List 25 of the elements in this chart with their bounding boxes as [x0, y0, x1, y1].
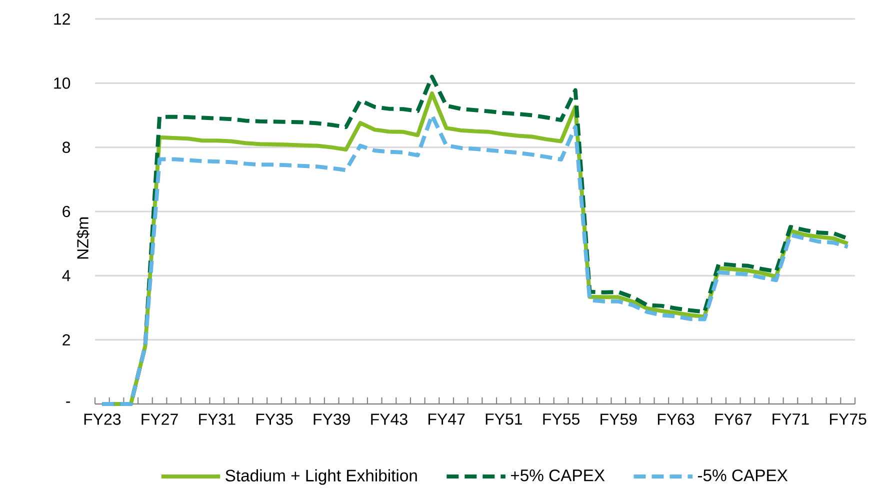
legend-label: -5% CAPEX [698, 469, 788, 482]
y-axis-title: NZ$m [76, 217, 90, 259]
x-tick-label: FY35 [256, 414, 293, 425]
y-tick-label: 8 [62, 142, 70, 153]
x-tick-label: FY27 [142, 414, 178, 425]
legend-label: +5% CAPEX [510, 469, 605, 482]
y-tick-label: 10 [54, 77, 70, 89]
legend-label: Stadium + Light Exhibition [226, 469, 417, 485]
x-tick-label: FY59 [600, 414, 637, 425]
x-tick-label: FY47 [428, 414, 465, 425]
x-tick-label: FY55 [543, 414, 580, 425]
x-tick-label: FY67 [715, 414, 752, 425]
x-tick-label: FY75 [830, 414, 866, 425]
y-tick-label: 6 [62, 206, 70, 218]
y-tick-label: 4 [62, 270, 70, 282]
y-tick-label: - [66, 402, 70, 403]
x-tick-label: FY43 [371, 414, 408, 425]
x-tick-label: FY51 [486, 414, 522, 425]
x-tick-label: FY23 [84, 414, 121, 425]
x-tick-label: FY31 [199, 414, 236, 425]
x-tick-label: FY71 [772, 414, 809, 425]
x-tick-label: FY63 [658, 414, 694, 425]
x-tick-label: FY39 [314, 414, 350, 425]
y-tick-label: 2 [62, 334, 70, 346]
y-tick-label: 12 [54, 13, 70, 25]
